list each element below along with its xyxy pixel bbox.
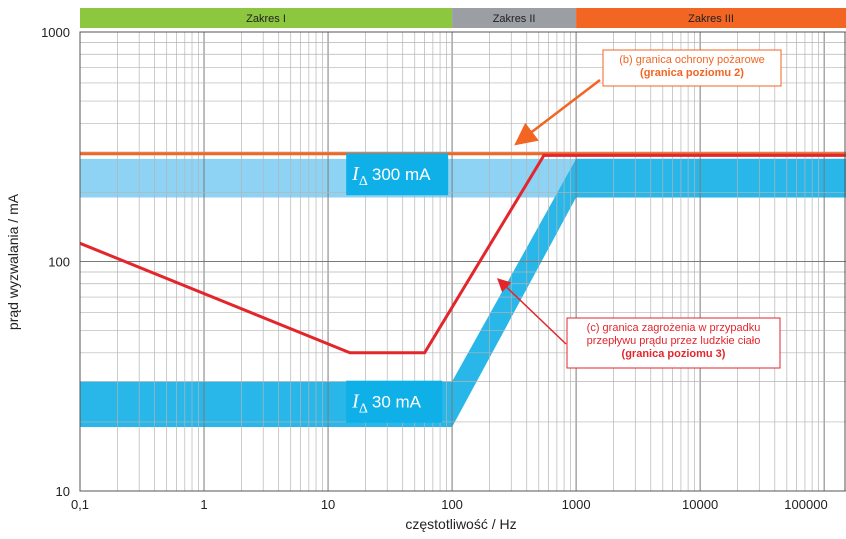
grid <box>79 31 846 492</box>
x-tick-label: 0,1 <box>71 497 89 512</box>
y-axis-title: prąd wyzwalania / mA <box>5 193 21 330</box>
band300-label-box <box>346 153 449 196</box>
plot-frame <box>79 31 846 492</box>
annotations: (b) granica ochrony pożarowe(granica poz… <box>497 49 782 369</box>
zone-label-1: Zakres I <box>246 13 286 25</box>
zone-1 <box>80 8 453 28</box>
body-note-box <box>566 317 781 369</box>
band30-band <box>80 158 846 427</box>
band30-label-box <box>346 380 443 423</box>
x-tick-label: 100 <box>441 497 463 512</box>
body-note: (c) granica zagrożenia w przypadkuprzepł… <box>497 278 781 369</box>
zone-label-3: Zakres III <box>688 13 734 25</box>
body-arrow <box>497 278 567 345</box>
axes: 0,1 1 10 100 1000 10000 100000 10 100 1000 <box>41 25 846 512</box>
x-tick-label: 10000 <box>682 497 718 512</box>
body-note-text: (c) granica zagrożenia w przypadku <box>587 322 761 334</box>
y-tick-label: 100 <box>48 255 70 270</box>
band-layer <box>80 158 846 427</box>
body-line <box>79 153 846 355</box>
body-note-bold: (granica poziomu 3) <box>622 348 726 360</box>
fire-arrow <box>514 79 601 146</box>
band-labels: IΔ 300 mA IΔ 30 mA <box>346 153 449 423</box>
fire-note-bold: (granica poziomu 2) <box>640 67 744 79</box>
y-tick-label: 1000 <box>41 25 70 40</box>
fire-note: (b) granica ochrony pożarowe(granica poz… <box>514 49 782 146</box>
band300-label: IΔ 300 mA <box>351 163 431 189</box>
body-note-text: przepływu prądu przez ludzkie ciało <box>587 335 761 347</box>
zone-2 <box>452 8 577 28</box>
series-layer <box>79 152 846 355</box>
zone-bar: Zakres I Zakres II Zakres III <box>80 8 846 28</box>
x-tick-label: 1 <box>200 497 207 512</box>
zone-label-2: Zakres II <box>493 13 536 25</box>
fire-note-box <box>602 49 782 87</box>
x-tick-label: 100000 <box>784 497 827 512</box>
x-axis-title: częstotliwość / Hz <box>405 516 516 532</box>
x-tick-label: 1000 <box>562 497 591 512</box>
y-tick-label: 10 <box>56 484 70 499</box>
x-tick-label: 10 <box>321 497 335 512</box>
band30-label: IΔ 30 mA <box>351 391 421 417</box>
fire-note-text: (b) granica ochrony pożarowe <box>619 54 765 66</box>
zone-3 <box>576 8 846 28</box>
